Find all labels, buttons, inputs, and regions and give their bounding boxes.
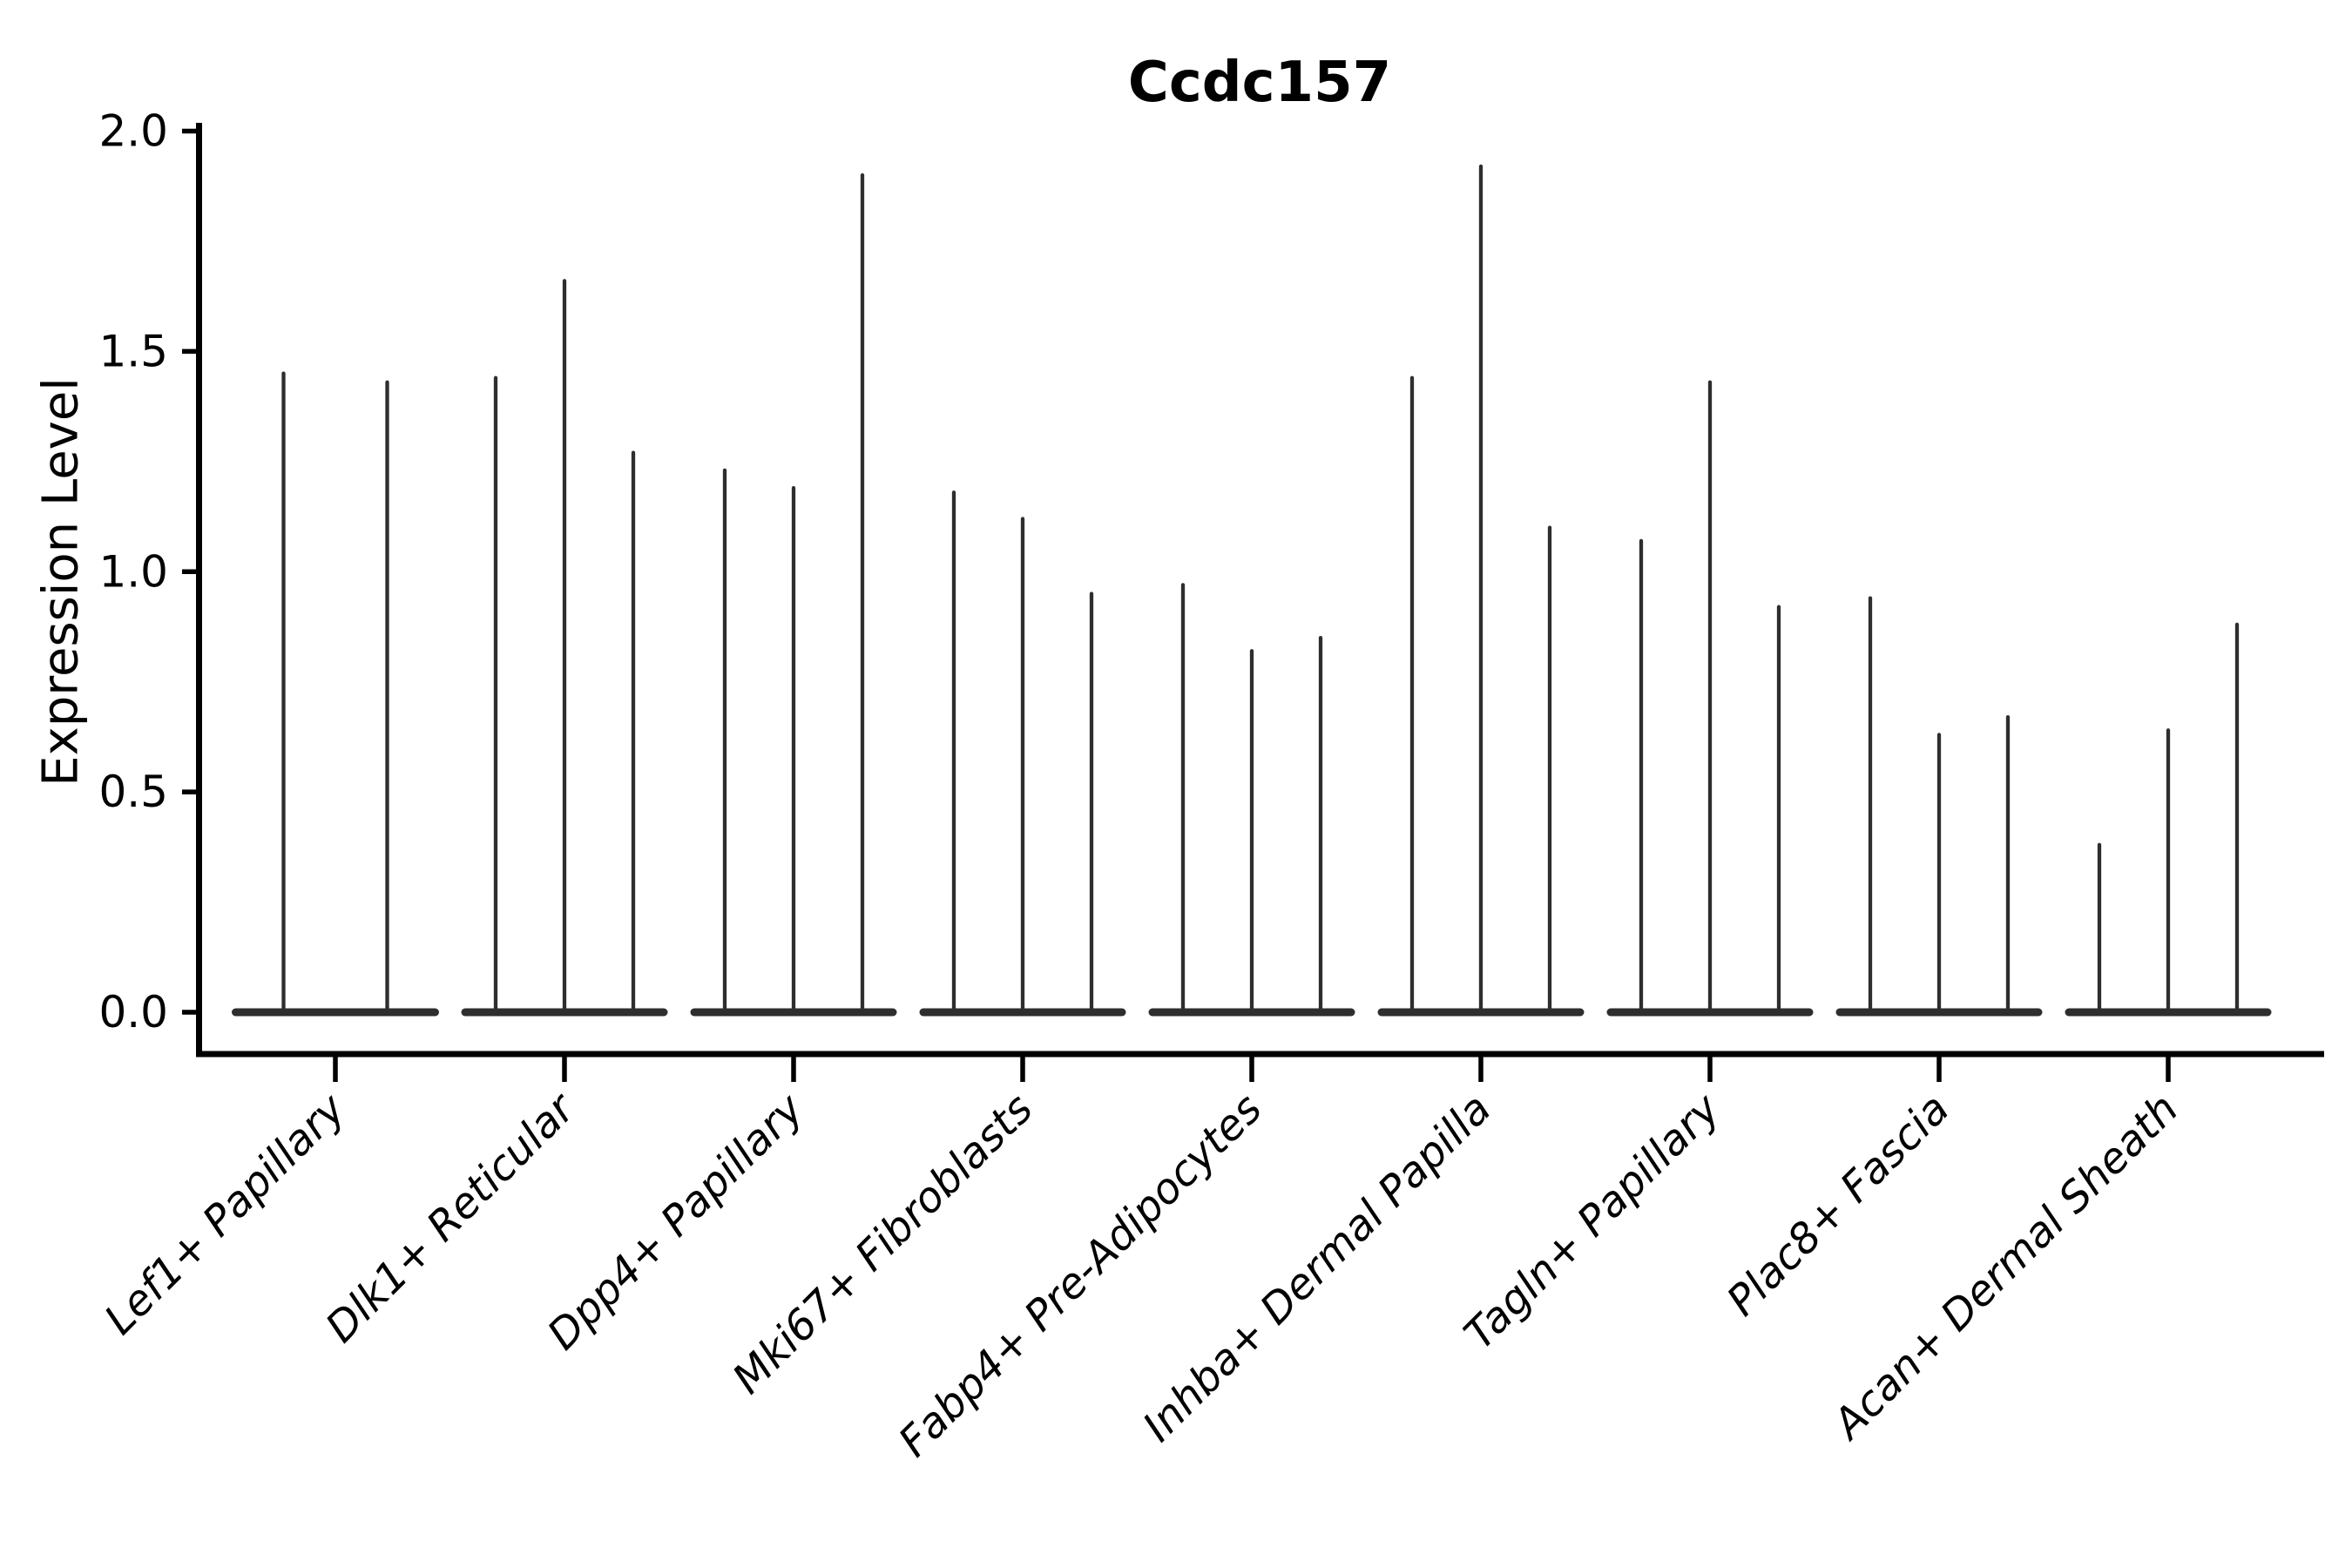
y-axis-label: Expression Level [32, 377, 90, 787]
y-axis-spine [196, 123, 202, 1058]
y-tick-label: 0.0 [98, 987, 168, 1037]
y-tick-label: 0.5 [98, 767, 168, 817]
x-tick-label: Fabp4+ Pre-Adipocytes [889, 1085, 1272, 1467]
violin-base [232, 1008, 439, 1017]
chart-title: Ccdc157 [1127, 51, 1392, 115]
y-tick-label: 2.0 [98, 106, 168, 157]
y-tick-label: 1.0 [98, 546, 168, 597]
x-axis-spine [196, 1051, 2324, 1058]
x-tick-label: Dlk1+ Reticular [316, 1083, 586, 1353]
y-tick-label: 1.5 [98, 326, 168, 376]
x-tick-label: Tagln+ Papillary [1455, 1084, 1730, 1359]
x-tick-label: Lef1+ Papillary [95, 1084, 355, 1344]
x-tick-label: Plac8+ Fascia [1718, 1085, 1959, 1326]
x-tick-label: Dpp4+ Papillary [538, 1084, 814, 1359]
